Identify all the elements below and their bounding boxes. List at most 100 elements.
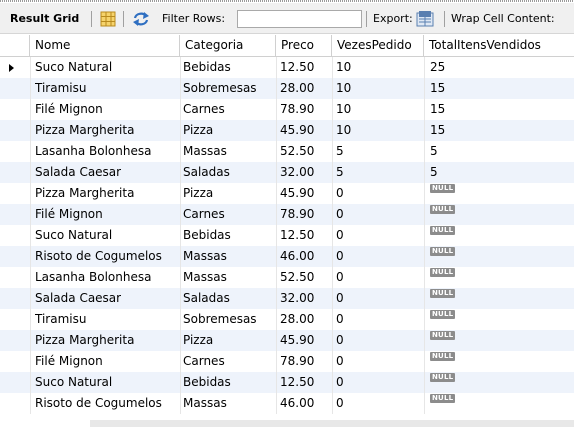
cell-nome[interactable]: Risoto de Cogumelos	[35, 249, 162, 263]
table-row[interactable]: Suco Natural Bebidas 12.50 0 NULL	[0, 225, 574, 246]
export-icon[interactable]	[416, 3, 434, 34]
cell-preco[interactable]: 52.50	[280, 270, 315, 284]
cell-vezespedido[interactable]: 0	[336, 186, 344, 200]
cell-preco[interactable]: 28.00	[280, 312, 315, 326]
cell-preco[interactable]: 12.50	[280, 60, 315, 74]
cell-vezespedido[interactable]: 0	[336, 291, 344, 305]
cell-nome[interactable]: Tiramisu	[35, 312, 87, 326]
cell-vezespedido[interactable]: 0	[336, 312, 344, 326]
cell-categoria[interactable]: Pizza	[183, 186, 214, 200]
cell-categoria[interactable]: Carnes	[183, 102, 225, 116]
result-grid-tab[interactable]: Result Grid	[10, 3, 79, 34]
cell-vezespedido[interactable]: 5	[336, 144, 344, 158]
table-row[interactable]: Filé Mignon Carnes 78.90 0 NULL	[0, 204, 574, 225]
cell-nome[interactable]: Salada Caesar	[35, 291, 122, 305]
cell-preco[interactable]: 28.00	[280, 81, 315, 95]
cell-preco[interactable]: 45.90	[280, 186, 315, 200]
refresh-icon[interactable]	[132, 3, 150, 34]
cell-categoria[interactable]: Carnes	[183, 207, 225, 221]
cell-nome[interactable]: Filé Mignon	[35, 207, 103, 221]
cell-preco[interactable]: 32.00	[280, 165, 315, 179]
cell-preco[interactable]: 12.50	[280, 228, 315, 242]
cell-totalitensvendidos[interactable]: 5	[430, 144, 438, 158]
cell-totalitensvendidos[interactable]: NULL	[430, 288, 456, 309]
column-header-preco[interactable]: Preco	[276, 35, 332, 56]
cell-vezespedido[interactable]: 0	[336, 228, 344, 242]
column-header-categoria[interactable]: Categoria	[180, 35, 276, 56]
cell-categoria[interactable]: Bebidas	[183, 375, 231, 389]
cell-vezespedido[interactable]: 10	[336, 102, 352, 116]
table-row[interactable]: Pizza Margherita Pizza 45.90 0 NULL	[0, 330, 574, 351]
cell-nome[interactable]: Tiramisu	[35, 81, 87, 95]
table-row[interactable]: Tiramisu Sobremesas 28.00 0 NULL	[0, 309, 574, 330]
cell-nome[interactable]: Suco Natural	[35, 375, 113, 389]
column-header-nome[interactable]: Nome	[30, 35, 180, 56]
cell-totalitensvendidos[interactable]: NULL	[430, 246, 456, 267]
cell-preco[interactable]: 46.00	[280, 396, 315, 410]
table-row[interactable]: Filé Mignon Carnes 78.90 0 NULL	[0, 351, 574, 372]
cell-vezespedido[interactable]: 0	[336, 207, 344, 221]
grid-view-icon[interactable]	[100, 3, 116, 34]
table-row[interactable]: Salada Caesar Saladas 32.00 0 NULL	[0, 288, 574, 309]
cell-nome[interactable]: Pizza Margherita	[35, 333, 135, 347]
cell-totalitensvendidos[interactable]: NULL	[430, 267, 456, 288]
cell-categoria[interactable]: Saladas	[183, 165, 230, 179]
cell-nome[interactable]: Lasanha Bolonhesa	[35, 144, 152, 158]
cell-vezespedido[interactable]: 0	[336, 270, 344, 284]
cell-totalitensvendidos[interactable]: 25	[430, 60, 446, 74]
cell-nome[interactable]: Filé Mignon	[35, 354, 103, 368]
cell-vezespedido[interactable]: 10	[336, 60, 352, 74]
cell-totalitensvendidos[interactable]: NULL	[430, 330, 456, 351]
cell-totalitensvendidos[interactable]: NULL	[430, 204, 456, 225]
cell-categoria[interactable]: Massas	[183, 144, 227, 158]
cell-categoria[interactable]: Carnes	[183, 354, 225, 368]
cell-totalitensvendidos[interactable]: NULL	[430, 225, 456, 246]
cell-nome[interactable]: Salada Caesar	[35, 165, 122, 179]
cell-preco[interactable]: 78.90	[280, 354, 315, 368]
cell-nome[interactable]: Lasanha Bolonhesa	[35, 270, 152, 284]
cell-totalitensvendidos[interactable]: 15	[430, 123, 446, 137]
table-row[interactable]: Lasanha Bolonhesa Massas 52.50 0 NULL	[0, 267, 574, 288]
cell-totalitensvendidos[interactable]: 15	[430, 102, 446, 116]
table-row[interactable]: Suco Natural Bebidas 12.50 0 NULL	[0, 372, 574, 393]
cell-totalitensvendidos[interactable]: 15	[430, 81, 446, 95]
cell-categoria[interactable]: Bebidas	[183, 60, 231, 74]
cell-totalitensvendidos[interactable]: NULL	[430, 372, 456, 393]
cell-totalitensvendidos[interactable]: NULL	[430, 351, 456, 372]
cell-nome[interactable]: Filé Mignon	[35, 102, 103, 116]
table-row[interactable]: Pizza Margherita Pizza 45.90 10 15	[0, 120, 574, 141]
table-row[interactable]: Filé Mignon Carnes 78.90 10 15	[0, 99, 574, 120]
filter-rows-input[interactable]	[237, 10, 362, 28]
cell-preco[interactable]: 52.50	[280, 144, 315, 158]
cell-vezespedido[interactable]: 0	[336, 396, 344, 410]
cell-vezespedido[interactable]: 10	[336, 123, 352, 137]
cell-preco[interactable]: 46.00	[280, 249, 315, 263]
cell-preco[interactable]: 78.90	[280, 207, 315, 221]
cell-preco[interactable]: 12.50	[280, 375, 315, 389]
cell-categoria[interactable]: Pizza	[183, 123, 214, 137]
cell-categoria[interactable]: Massas	[183, 249, 227, 263]
cell-vezespedido[interactable]: 0	[336, 375, 344, 389]
cell-nome[interactable]: Risoto de Cogumelos	[35, 396, 162, 410]
cell-preco[interactable]: 32.00	[280, 291, 315, 305]
cell-preco[interactable]: 78.90	[280, 102, 315, 116]
cell-totalitensvendidos[interactable]: NULL	[430, 393, 456, 414]
table-row[interactable]: Risoto de Cogumelos Massas 46.00 0 NULL	[0, 393, 574, 414]
cell-totalitensvendidos[interactable]: NULL	[430, 309, 456, 330]
table-row[interactable]: Salada Caesar Saladas 32.00 5 5	[0, 162, 574, 183]
cell-preco[interactable]: 45.90	[280, 333, 315, 347]
table-row[interactable]: Risoto de Cogumelos Massas 46.00 0 NULL	[0, 246, 574, 267]
cell-categoria[interactable]: Bebidas	[183, 228, 231, 242]
cell-vezespedido[interactable]: 10	[336, 81, 352, 95]
cell-categoria[interactable]: Saladas	[183, 291, 230, 305]
cell-categoria[interactable]: Sobremesas	[183, 81, 257, 95]
cell-preco[interactable]: 45.90	[280, 123, 315, 137]
cell-vezespedido[interactable]: 0	[336, 249, 344, 263]
cell-nome[interactable]: Pizza Margherita	[35, 186, 135, 200]
cell-categoria[interactable]: Massas	[183, 396, 227, 410]
cell-nome[interactable]: Suco Natural	[35, 228, 113, 242]
cell-categoria[interactable]: Massas	[183, 270, 227, 284]
table-row[interactable]: Suco Natural Bebidas 12.50 10 25	[0, 57, 574, 78]
table-row[interactable]: Lasanha Bolonhesa Massas 52.50 5 5	[0, 141, 574, 162]
cell-vezespedido[interactable]: 0	[336, 354, 344, 368]
